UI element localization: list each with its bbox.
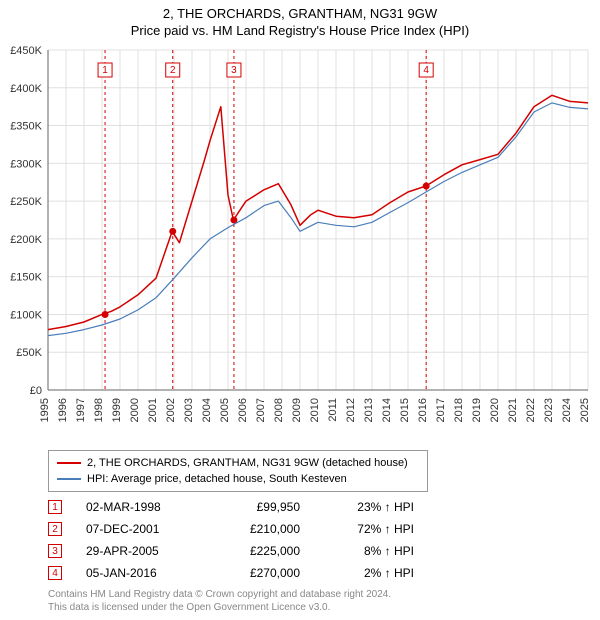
x-tick-label: 1997: [75, 398, 87, 422]
chart-title: 2, THE ORCHARDS, GRANTHAM, NG31 9GW: [0, 6, 600, 21]
transaction-marker-icon: 4: [48, 566, 62, 580]
y-tick-label: £350K: [10, 121, 42, 133]
x-tick-label: 2013: [363, 398, 375, 422]
legend-swatch: [57, 462, 81, 464]
transaction-pct: 72% ↑ HPI: [324, 522, 414, 536]
x-tick-label: 2000: [129, 398, 141, 422]
transaction-marker-number: 2: [170, 65, 176, 76]
x-tick-label: 2022: [525, 398, 537, 422]
transaction-pct: 23% ↑ HPI: [324, 500, 414, 514]
y-tick-label: £150K: [10, 272, 42, 284]
transaction-date: 29-APR-2005: [86, 544, 196, 558]
transaction-marker-number: 1: [102, 65, 108, 76]
y-tick-label: £50K: [16, 347, 42, 359]
transaction-price: £210,000: [220, 522, 300, 536]
x-tick-label: 1995: [39, 398, 51, 422]
x-tick-label: 2015: [399, 398, 411, 422]
transaction-price: £99,950: [220, 500, 300, 514]
legend-swatch: [57, 478, 81, 480]
legend-item: 2, THE ORCHARDS, GRANTHAM, NG31 9GW (det…: [57, 455, 419, 471]
y-tick-label: £250K: [10, 196, 42, 208]
legend-label: HPI: Average price, detached house, Sout…: [87, 471, 347, 487]
y-tick-label: £100K: [10, 309, 42, 321]
x-tick-label: 2024: [561, 398, 573, 422]
x-tick-label: 1999: [111, 398, 123, 422]
x-tick-label: 2008: [273, 398, 285, 422]
x-tick-label: 2002: [165, 398, 177, 422]
x-tick-label: 2006: [237, 398, 249, 422]
y-tick-label: £200K: [10, 234, 42, 246]
x-tick-label: 2017: [435, 398, 447, 422]
x-tick-label: 2004: [201, 398, 213, 422]
legend-label: 2, THE ORCHARDS, GRANTHAM, NG31 9GW (det…: [87, 455, 408, 471]
x-tick-label: 2016: [417, 398, 429, 422]
transaction-marker-number: 3: [231, 65, 237, 76]
transaction-row: 3 29-APR-2005 £225,000 8% ↑ HPI: [48, 540, 414, 562]
x-tick-label: 2019: [471, 398, 483, 422]
transaction-marker-number: 4: [423, 65, 429, 76]
transaction-row: 2 07-DEC-2001 £210,000 72% ↑ HPI: [48, 518, 414, 540]
x-tick-label: 2010: [309, 398, 321, 422]
transaction-row: 1 02-MAR-1998 £99,950 23% ↑ HPI: [48, 496, 414, 518]
transaction-row: 4 05-JAN-2016 £270,000 2% ↑ HPI: [48, 562, 414, 584]
transaction-price: £225,000: [220, 544, 300, 558]
transaction-date: 02-MAR-1998: [86, 500, 196, 514]
x-tick-label: 2014: [381, 398, 393, 422]
transaction-pct: 8% ↑ HPI: [324, 544, 414, 558]
chart-container: 2, THE ORCHARDS, GRANTHAM, NG31 9GW Pric…: [0, 0, 600, 620]
x-tick-label: 2023: [543, 398, 555, 422]
attribution-line1: Contains HM Land Registry data © Crown c…: [48, 588, 391, 601]
chart-area: £0 £50K £100K £150K £200K £250K £300K £350K £400…: [0, 44, 600, 446]
x-tick-label: 2011: [327, 398, 339, 422]
y-tick-label: £450K: [10, 45, 42, 57]
x-tick-label: 1996: [57, 398, 69, 422]
transaction-date: 05-JAN-2016: [86, 566, 196, 580]
x-tick-label: 1998: [93, 398, 105, 422]
x-tick-label: 2007: [255, 398, 267, 422]
x-tick-label: 2009: [291, 398, 303, 422]
transaction-pct: 2% ↑ HPI: [324, 566, 414, 580]
chart-subtitle: Price paid vs. HM Land Registry's House …: [0, 23, 600, 38]
x-tick-label: 2001: [147, 398, 159, 422]
transaction-table: 1 02-MAR-1998 £99,950 23% ↑ HPI 2 07-DEC-2001…: [48, 496, 414, 584]
x-tick-label: 2025: [579, 398, 591, 422]
chart-svg: £0 £50K £100K £150K £200K £250K £300K £350K £400…: [0, 44, 600, 446]
transaction-marker-icon: 3: [48, 544, 62, 558]
y-tick-label: £400K: [10, 83, 42, 95]
x-tick-label: 2005: [219, 398, 231, 422]
y-tick-label: £0: [30, 385, 42, 397]
x-tick-label: 2021: [507, 398, 519, 422]
attribution-line2: This data is licensed under the Open Gov…: [48, 601, 391, 614]
transaction-date: 07-DEC-2001: [86, 522, 196, 536]
x-tick-label: 2012: [345, 398, 357, 422]
transaction-marker-icon: 2: [48, 522, 62, 536]
transaction-price: £270,000: [220, 566, 300, 580]
x-tick-label: 2020: [489, 398, 501, 422]
attribution-text: Contains HM Land Registry data © Crown c…: [48, 588, 391, 614]
y-tick-label: £300K: [10, 158, 42, 170]
title-block: 2, THE ORCHARDS, GRANTHAM, NG31 9GW Pric…: [0, 0, 600, 38]
legend-box: 2, THE ORCHARDS, GRANTHAM, NG31 9GW (det…: [48, 450, 428, 492]
x-tick-label: 2003: [183, 398, 195, 422]
x-tick-label: 2018: [453, 398, 465, 422]
transaction-marker-icon: 1: [48, 500, 62, 514]
legend-item: HPI: Average price, detached house, Sout…: [57, 471, 419, 487]
